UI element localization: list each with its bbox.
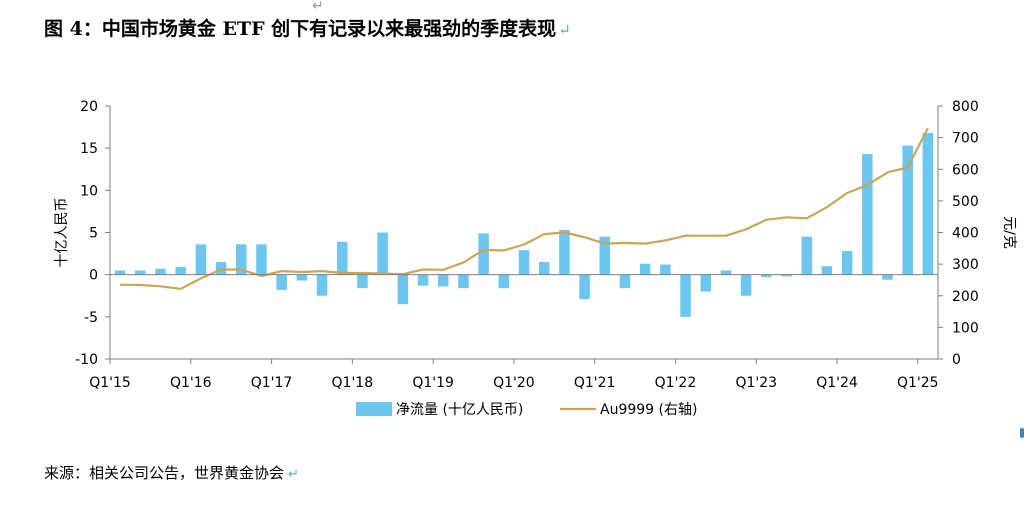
left-tick-label: 15	[80, 141, 98, 157]
bar-Q3'17	[316, 274, 328, 296]
right-tick-label: 100	[952, 320, 979, 336]
left-tick-label: 20	[80, 99, 98, 115]
x-tick-label: Q1'20	[493, 375, 535, 391]
bar-Q4'21	[660, 264, 671, 275]
left-axis-title: 十亿人民币	[54, 198, 70, 268]
bar-Q4'16	[256, 244, 267, 275]
source-note: 来源：相关公司公告，世界黄金协会 ↵	[44, 464, 299, 482]
x-tick-label: Q1'15	[89, 375, 131, 391]
bar-Q1'15	[114, 270, 126, 275]
right-tick-label: 300	[952, 257, 979, 273]
bar-Q4'20	[579, 274, 590, 300]
bar-Q1'18	[357, 274, 368, 289]
bar-Q2'20	[538, 262, 550, 275]
x-tick-label: Q1'22	[655, 375, 697, 391]
left-tick-label: -5	[84, 310, 98, 326]
right-axis-title: 元/克	[1001, 216, 1017, 249]
right-tick-label: 800	[952, 99, 979, 115]
x-tick-label: Q1'16	[170, 375, 212, 391]
bar-Q4'19	[498, 274, 510, 289]
bar-Q1'21	[599, 236, 611, 275]
left-tick-label: -10	[75, 352, 98, 368]
bar-Q2'15	[135, 270, 146, 275]
x-tick-label: Q1'18	[332, 375, 374, 391]
bar-Q4'17	[336, 241, 348, 275]
bar-Q3'22	[720, 270, 732, 275]
x-tick-label: Q1'19	[412, 375, 454, 391]
legend-swatch-bar	[356, 402, 392, 416]
x-tick-label: Q1'17	[251, 375, 293, 391]
bar-Q3'20	[559, 229, 570, 275]
x-tick-label: Q1'25	[897, 375, 939, 391]
bar-Q4'22	[740, 274, 752, 296]
edge-marker	[1020, 428, 1024, 438]
bar-Q1'17	[276, 274, 287, 290]
bar-Q2'22	[700, 274, 712, 292]
bar-Q2'21	[619, 274, 631, 289]
return-mark-icon: ↵	[312, 0, 324, 14]
bar-Q2'19	[458, 274, 469, 289]
bar-Q2'17	[296, 274, 308, 281]
legend-label-bar: 净流量 (十亿人民币)	[396, 402, 523, 418]
bar-Q2'24	[862, 154, 873, 275]
bar-Q2'18	[377, 232, 388, 275]
bar-Q4'15	[175, 267, 186, 275]
right-tick-label: 200	[952, 289, 979, 305]
bar-Q1'20	[518, 250, 530, 275]
bar-Q4'23	[821, 266, 833, 275]
left-tick-label: 10	[80, 183, 98, 199]
x-tick-label: Q1'23	[735, 375, 777, 391]
bar-Q1'25	[922, 132, 934, 275]
x-tick-label: Q1'21	[574, 375, 616, 391]
bar-Q1'24	[841, 251, 853, 275]
bar-Q3'21	[639, 263, 651, 275]
bar-Q3'19	[478, 233, 489, 275]
right-tick-label: 700	[952, 131, 979, 147]
right-tick-label: 400	[952, 226, 979, 242]
right-tick-label: 500	[952, 194, 979, 210]
bar-Q3'15	[155, 268, 166, 275]
return-mark-icon: ↵	[288, 467, 299, 482]
return-mark-icon: ↵	[558, 21, 571, 39]
bar-Q1'22	[680, 274, 691, 317]
bar-Q2'23	[781, 274, 792, 277]
bar-Q3'24	[882, 274, 893, 280]
bar-Q2'16	[215, 262, 227, 275]
bar-Q4'24	[902, 145, 913, 275]
x-tick-label: Q1'24	[816, 375, 858, 391]
bar-Q1'16	[195, 244, 207, 275]
right-tick-label: 600	[952, 162, 979, 178]
bar-Q3'18	[397, 274, 409, 305]
right-tick-label: 0	[952, 352, 961, 368]
left-tick-label: 0	[89, 268, 98, 284]
chart-title: 图 4：中国市场黄金 ETF 创下有记录以来最强劲的季度表现 ↵	[44, 18, 571, 40]
left-tick-label: 5	[89, 226, 98, 242]
au9999-line	[120, 127, 929, 290]
legend-label-line: Au9999 (右轴)	[600, 402, 697, 418]
bar-Q1'19	[437, 274, 449, 287]
bar-Q3'16	[236, 244, 247, 275]
bar-Q4'18	[417, 274, 429, 286]
bar-Q3'23	[801, 236, 812, 275]
bar-Q1'23	[761, 274, 772, 278]
